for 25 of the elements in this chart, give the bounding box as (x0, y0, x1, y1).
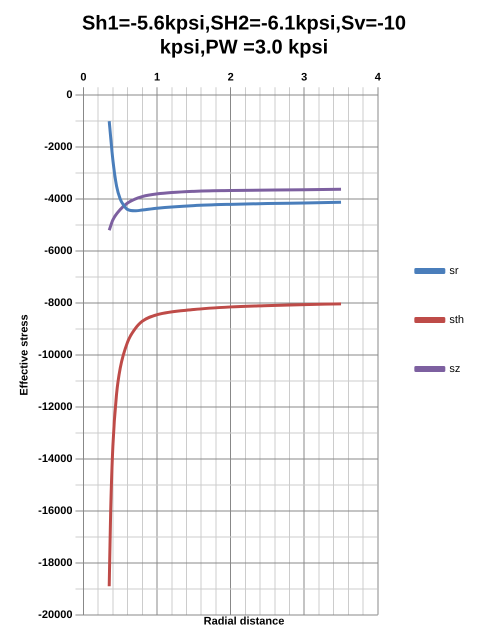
y-tick-label: -20000 (38, 608, 72, 621)
chart-title: Sh1=-5.6kpsi,SH2=-6.1kpsi,Sv=-10kpsi,PW =3.0 kpsi (82, 12, 406, 59)
line-series (108, 120, 343, 212)
y-tick-label: -10000 (38, 349, 72, 362)
y-tick-label: -14000 (38, 452, 72, 465)
y-tick-label: -16000 (38, 504, 72, 517)
x-tick-label: 2 (228, 72, 234, 84)
legend-label: sr (449, 265, 459, 278)
line-series (108, 302, 343, 588)
x-axis-title: Radial distance (204, 615, 284, 628)
y-axis-title: Effective stress (18, 314, 31, 396)
y-tick-label: -6000 (44, 245, 72, 258)
y-tick-label: 0 (66, 89, 72, 102)
legend-label: sz (449, 363, 460, 376)
line-series (108, 188, 343, 232)
y-tick-label: -18000 (38, 556, 72, 569)
y-tick-label: -4000 (44, 193, 72, 206)
x-tick-label: 4 (374, 72, 382, 84)
x-tick-label: 0 (80, 72, 87, 84)
y-tick-label: -8000 (44, 297, 72, 310)
y-tick-label: -12000 (38, 400, 72, 413)
x-tick-label: 3 (301, 72, 308, 84)
y-tick-label: -2000 (44, 141, 72, 154)
legend-label: sth (449, 314, 464, 326)
x-tick-label: 1 (154, 72, 160, 84)
